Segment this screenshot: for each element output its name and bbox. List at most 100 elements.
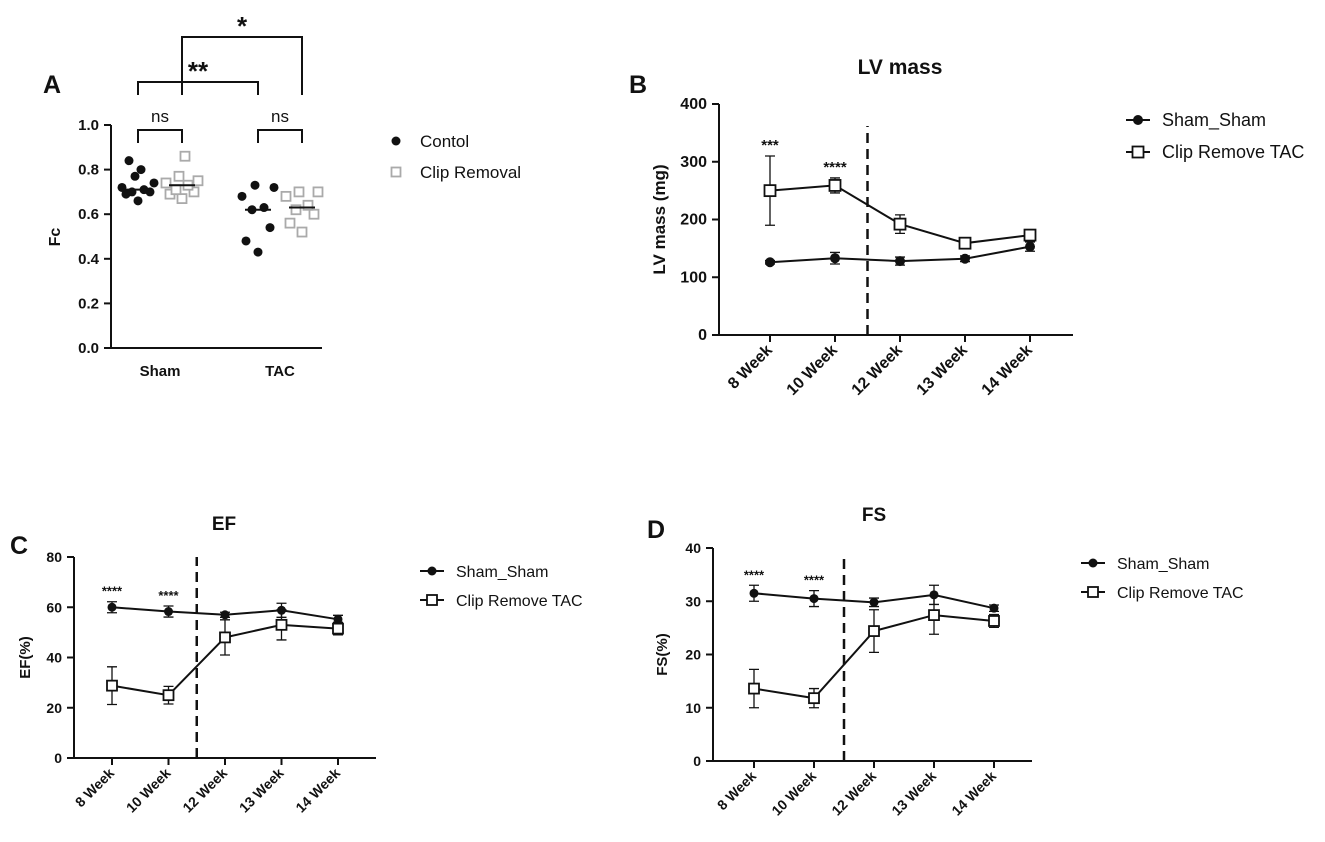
data-point-c (219, 631, 231, 644)
data-point-d (868, 625, 880, 637)
significance-label-a: * (237, 11, 248, 41)
y-axis-label-c: EF(%) (17, 636, 34, 679)
data-point-b (958, 236, 972, 250)
legend-label-a: Clip Removal (420, 163, 521, 182)
data-point-c (107, 602, 117, 612)
data-point-d (748, 682, 760, 695)
panel-label-b: B (629, 71, 647, 99)
data-point-a (188, 186, 200, 198)
significance-label-a: ns (271, 107, 289, 126)
data-point-b (893, 217, 907, 231)
data-point-d (989, 603, 999, 613)
data-point-a (170, 184, 182, 196)
y-tick-label-c: 80 (46, 549, 62, 565)
data-point-a (308, 208, 320, 220)
data-point-c (332, 622, 344, 635)
legend-marker-c (427, 566, 437, 576)
y-tick-label-b: 0 (698, 327, 707, 344)
data-point-b (1023, 228, 1037, 242)
x-tick-label-d: 13 Week (888, 768, 939, 819)
y-tick-label-c: 40 (46, 650, 62, 666)
significance-label-b: **** (823, 159, 847, 176)
data-point-c (164, 607, 173, 617)
panel-label-c: C (10, 532, 28, 560)
data-point-a (296, 226, 308, 238)
data-point-a (290, 204, 302, 216)
y-tick-label-b: 300 (680, 154, 707, 171)
y-axis-label-a: Fc (47, 228, 64, 247)
x-tick-label-d: 14 Week (948, 768, 999, 819)
legend-d: Sham_Sham Clip Remove TAC (1081, 556, 1244, 602)
data-point-a (192, 175, 204, 187)
y-tick-label-b: 400 (680, 96, 707, 113)
significance-label-c: **** (158, 588, 179, 603)
data-point-b (895, 256, 905, 267)
legend-label-c: Clip Remove TAC (456, 593, 583, 610)
legend-marker-d (1087, 586, 1099, 598)
significance-label-d: **** (804, 573, 825, 588)
x-tick-label-d: 12 Week (828, 768, 879, 819)
y-tick-label-a: 0.2 (78, 295, 99, 312)
data-point-a (302, 199, 314, 211)
data-point-a (237, 191, 247, 201)
data-point-a (160, 177, 172, 189)
data-point-a (149, 178, 159, 188)
y-tick-label-c: 60 (46, 599, 62, 615)
panel-c: C EF 0 20 40 60 80 EF(%) 8 Week 10 Week 12 Week 13 … (10, 514, 376, 816)
significance-label-c: **** (102, 584, 123, 599)
data-point-d (869, 597, 879, 607)
data-point-c (162, 689, 175, 702)
legend-marker-a (390, 166, 402, 178)
data-point-d (988, 615, 1000, 627)
y-tick-label-d: 0 (693, 753, 701, 769)
data-point-a (253, 247, 263, 257)
data-point-d (808, 692, 820, 705)
legend-marker-a (391, 136, 401, 146)
data-point-a (250, 180, 260, 190)
y-tick-label-d: 40 (685, 540, 701, 556)
x-tick-label-c: 13 Week (236, 765, 287, 816)
panel-d: D FS 0 10 20 30 40 FS(%) 8 Week 10 Week 12 Week 13 … (647, 505, 1032, 819)
x-tick-label-b: 10 Week (784, 342, 841, 399)
x-tick-label-b: 13 Week (914, 342, 971, 399)
data-point-c (106, 679, 118, 692)
data-point-b (830, 253, 840, 264)
significance-bracket-a (137, 81, 259, 95)
data-point-a (284, 217, 296, 229)
y-tick-label-b: 200 (680, 212, 707, 229)
data-point-a (117, 182, 127, 192)
chart-title-c: EF (212, 514, 236, 535)
data-point-a (241, 236, 251, 246)
significance-bracket-a (137, 129, 183, 143)
y-tick-label-a: 0.6 (78, 206, 99, 223)
chart-title-d: FS (862, 505, 886, 526)
legend-label-d: Sham_Sham (1117, 556, 1210, 573)
legend-label-d: Clip Remove TAC (1117, 585, 1244, 602)
data-point-b (763, 184, 777, 198)
data-point-d (928, 609, 940, 621)
data-point-a (293, 186, 305, 198)
x-tick-label-d: 10 Week (768, 768, 819, 819)
y-tick-label-c: 20 (46, 700, 62, 716)
panel-label-d: D (647, 516, 665, 544)
y-tick-label-c: 0 (54, 750, 62, 766)
data-point-a (312, 186, 324, 198)
x-tick-label-b: 12 Week (849, 342, 906, 399)
x-tick-label-b: 14 Week (979, 342, 1036, 399)
data-point-d (749, 588, 759, 598)
data-point-b (960, 253, 970, 264)
legend-label-b: Clip Remove TAC (1162, 142, 1304, 162)
y-tick-label-a: 0.8 (78, 162, 99, 179)
data-point-a (280, 190, 292, 202)
legend-c: Sham_Sham Clip Remove TAC (420, 564, 583, 610)
y-axis-label-d: FS(%) (654, 633, 671, 676)
chart-title-b: LV mass (858, 56, 943, 79)
legend-marker-b (1133, 115, 1143, 125)
significance-label-b: *** (761, 137, 779, 154)
data-point-d (929, 590, 939, 600)
legend-b: Sham_Sham Clip Remove TAC (1126, 110, 1304, 162)
y-axis-label-b: LV mass (mg) (650, 164, 669, 274)
